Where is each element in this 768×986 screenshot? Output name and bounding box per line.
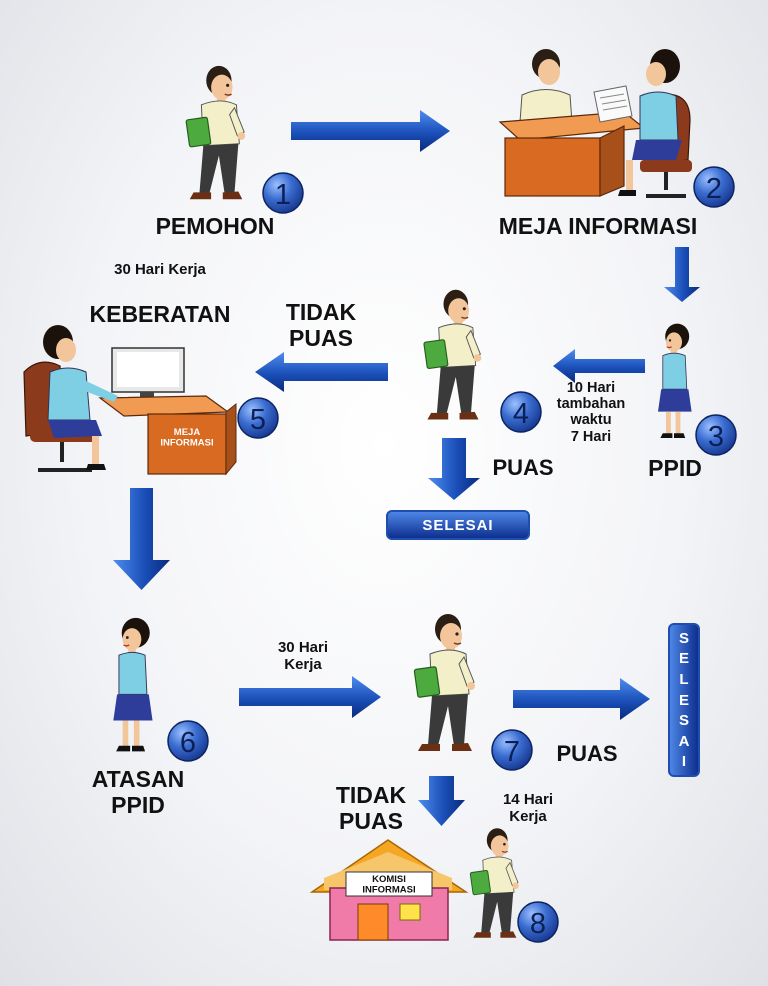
meja-informasi-desk-sign: MEJA INFORMASI <box>160 427 213 448</box>
label-meja-informasi: MEJA INFORMASI <box>498 213 698 239</box>
arrow-2-to-3 <box>664 247 700 302</box>
selesai-badge-horizontal: SELESAI <box>386 510 530 540</box>
label-puas-1: PUAS <box>492 455 554 480</box>
arrow-7-to-8 <box>418 776 465 826</box>
step-number-6: 6 <box>180 727 196 759</box>
komisi-informasi-house <box>309 839 469 941</box>
step-badge-6: 6 <box>167 720 209 762</box>
step-number-2: 2 <box>706 173 722 205</box>
arrow-3-to-4 <box>553 349 645 383</box>
label-14-hari-kerja: 14 Hari Kerja <box>502 791 554 825</box>
pemohon-step4-figure <box>423 289 483 421</box>
selesai-letter: S <box>678 712 689 730</box>
label-atasan-ppid: ATASAN PPID <box>91 766 185 818</box>
selesai-letter: E <box>678 650 689 668</box>
label-30-hari-kerja-mid: 30 Hari Kerja <box>277 639 329 673</box>
selesai-letter: I <box>681 753 687 771</box>
selesai-letter: S <box>678 629 689 647</box>
step-badge-5: 5 <box>237 397 279 439</box>
label-ppid: PPID <box>648 455 702 481</box>
selesai-letter: E <box>678 691 689 709</box>
keberatan-desk-scene <box>23 325 237 476</box>
step-badge-3: 3 <box>695 414 737 456</box>
arrow-5-to-6 <box>113 488 170 590</box>
step-number-8: 8 <box>530 908 546 940</box>
pemohon-figure <box>185 65 246 200</box>
pemohon-step8-figure <box>469 827 520 939</box>
label-30-hari-kerja-top: 30 Hari Kerja <box>114 261 206 278</box>
step-number-5: 5 <box>250 404 266 436</box>
ppid-figure <box>657 322 693 439</box>
selesai-letter: A <box>678 732 690 750</box>
pemohon-step7-figure <box>413 613 476 752</box>
selesai-letter: L <box>679 670 689 688</box>
komisi-informasi-sign: KOMISI INFORMASI <box>362 874 415 895</box>
arrow-4-to-5 <box>255 352 388 392</box>
atasan-ppid-figure <box>112 617 154 753</box>
arrow-7-to-selesai <box>513 678 650 720</box>
selesai-badge-vertical: S E L E S A I <box>668 623 700 777</box>
label-keberatan: KEBERATAN <box>89 301 231 327</box>
label-tidak-puas-1: TIDAK PUAS <box>285 299 357 351</box>
label-tidak-puas-2: TIDAK PUAS <box>335 782 407 834</box>
step-badge-7: 7 <box>491 729 533 771</box>
step-badge-2: 2 <box>693 166 735 208</box>
arrow-6-to-7 <box>239 676 381 718</box>
step-badge-8: 8 <box>517 901 559 943</box>
arrow-1-to-2 <box>291 110 450 152</box>
step-badge-4: 4 <box>500 391 542 433</box>
step-number-3: 3 <box>708 421 724 453</box>
label-10-hari-tambahan: 10 Hari tambahan waktu 7 Hari <box>556 380 626 445</box>
label-pemohon: PEMOHON <box>155 213 275 239</box>
step-number-7: 7 <box>504 736 520 768</box>
step-badge-1: 1 <box>262 172 304 214</box>
step-number-1: 1 <box>275 179 291 211</box>
meja-informasi-scene <box>498 49 692 198</box>
label-puas-2: PUAS <box>556 741 618 766</box>
arrow-4-to-selesai <box>428 438 480 500</box>
step-number-4: 4 <box>513 398 529 430</box>
